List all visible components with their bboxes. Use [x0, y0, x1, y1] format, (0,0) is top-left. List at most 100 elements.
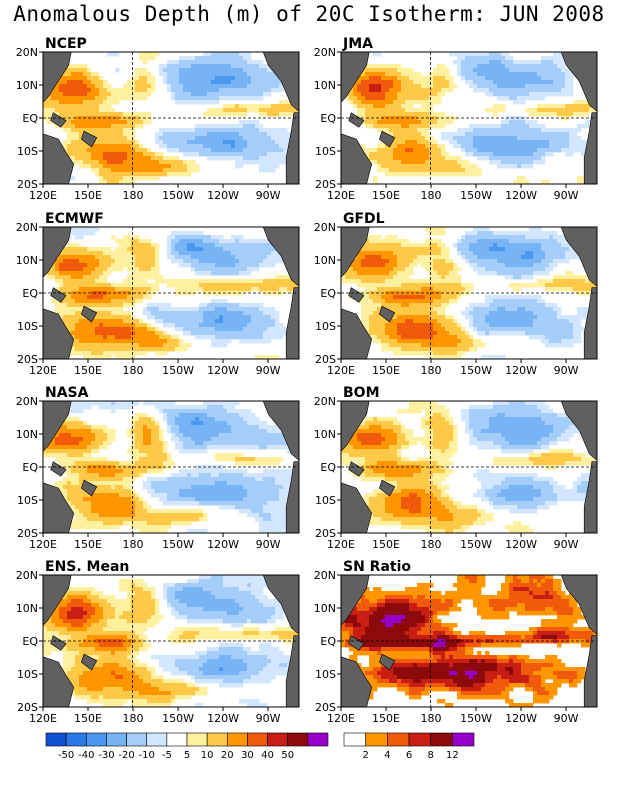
heatmap-cell	[385, 124, 390, 129]
heatmap-cell	[381, 148, 386, 153]
heatmap-cell	[385, 100, 390, 105]
heatmap-cell	[397, 64, 402, 69]
heatmap-cell	[505, 247, 510, 252]
heatmap-cell	[413, 100, 418, 105]
heatmap-cell	[103, 152, 108, 157]
heatmap-cell	[357, 279, 362, 284]
heatmap-cell	[79, 247, 84, 252]
heatmap-cell	[167, 64, 172, 69]
heatmap-cell	[215, 96, 220, 101]
heatmap-cell	[529, 267, 534, 272]
heatmap-cell	[469, 76, 474, 81]
heatmap-cell	[279, 291, 284, 296]
heatmap-cell	[91, 355, 96, 360]
heatmap-cell	[203, 235, 208, 240]
heatmap-cell	[223, 255, 228, 260]
heatmap-cell	[215, 80, 220, 85]
heatmap-cell	[111, 295, 116, 300]
heatmap-cell	[71, 64, 76, 69]
heatmap-cell	[107, 160, 112, 165]
heatmap-cell	[275, 108, 280, 113]
heatmap-cell	[71, 307, 76, 312]
heatmap-cell	[199, 88, 204, 93]
heatmap-cell	[163, 339, 168, 344]
heatmap-cell	[441, 112, 446, 117]
heatmap-cell	[397, 108, 402, 113]
heatmap-cell	[179, 132, 184, 137]
heatmap-cell	[135, 148, 140, 153]
heatmap-cell	[553, 56, 558, 61]
heatmap-cell	[219, 319, 224, 324]
heatmap-cell	[521, 148, 526, 153]
heatmap-cell	[457, 72, 462, 77]
heatmap-cell	[71, 327, 76, 332]
heatmap-cell	[279, 335, 284, 340]
heatmap-cell	[183, 307, 188, 312]
heatmap-cell	[545, 251, 550, 256]
heatmap-cell	[529, 255, 534, 260]
heatmap-cell	[465, 52, 470, 57]
heatmap-cell	[75, 144, 80, 149]
heatmap-cell	[473, 235, 478, 240]
heatmap-cell	[239, 255, 244, 260]
heatmap-cell	[127, 243, 132, 248]
heatmap-cell	[409, 104, 414, 109]
heatmap-cell	[565, 132, 570, 137]
heatmap-cell	[83, 84, 88, 89]
heatmap-cell	[103, 283, 108, 288]
heatmap-cell	[215, 315, 220, 320]
heatmap-cell	[283, 327, 288, 332]
heatmap-cell	[155, 168, 160, 173]
heatmap-cell	[421, 108, 426, 113]
heatmap-cell	[195, 68, 200, 73]
heatmap-cell	[103, 164, 108, 169]
heatmap-cell	[215, 92, 220, 97]
heatmap-cell	[79, 231, 84, 236]
heatmap-cell	[219, 128, 224, 133]
heatmap-cell	[239, 307, 244, 312]
heatmap-cell	[99, 267, 104, 272]
heatmap-cell	[227, 52, 232, 57]
heatmap-cell	[179, 251, 184, 256]
heatmap-cell	[87, 339, 92, 344]
heatmap-cell	[131, 271, 136, 276]
heatmap-cell	[59, 84, 64, 89]
heatmap-cell	[441, 152, 446, 157]
heatmap-cell	[231, 331, 236, 336]
heatmap-cell	[215, 64, 220, 69]
heatmap-cell	[377, 239, 382, 244]
heatmap-cell	[151, 80, 156, 85]
heatmap-cell	[449, 271, 454, 276]
heatmap-cell	[381, 108, 386, 113]
heatmap-cell	[163, 323, 168, 328]
heatmap-cell	[361, 96, 366, 101]
heatmap-cell	[147, 275, 152, 280]
heatmap-cell	[417, 72, 422, 77]
heatmap-cell	[227, 136, 232, 141]
heatmap-cell	[389, 247, 394, 252]
heatmap-cell	[211, 148, 216, 153]
heatmap-cell	[517, 164, 522, 169]
heatmap-cell	[373, 116, 378, 121]
heatmap-cell	[441, 283, 446, 288]
heatmap-cell	[67, 323, 72, 328]
heatmap-cell	[481, 235, 486, 240]
heatmap-cell	[259, 319, 264, 324]
heatmap-cell	[421, 279, 426, 284]
heatmap-cell	[127, 152, 132, 157]
heatmap-cell	[271, 247, 276, 252]
heatmap-cell	[413, 160, 418, 165]
heatmap-cell	[409, 120, 414, 125]
heatmap-cell	[195, 164, 200, 169]
heatmap-cell	[465, 132, 470, 137]
heatmap-cell	[529, 227, 534, 232]
heatmap-cell	[421, 140, 426, 145]
heatmap-cell	[115, 168, 120, 173]
heatmap-cell	[585, 279, 590, 284]
heatmap-cell	[259, 92, 264, 97]
heatmap-cell	[75, 100, 80, 105]
heatmap-cell	[87, 323, 92, 328]
heatmap-cell	[55, 311, 60, 316]
heatmap-cell	[255, 88, 260, 93]
heatmap-cell	[279, 331, 284, 336]
